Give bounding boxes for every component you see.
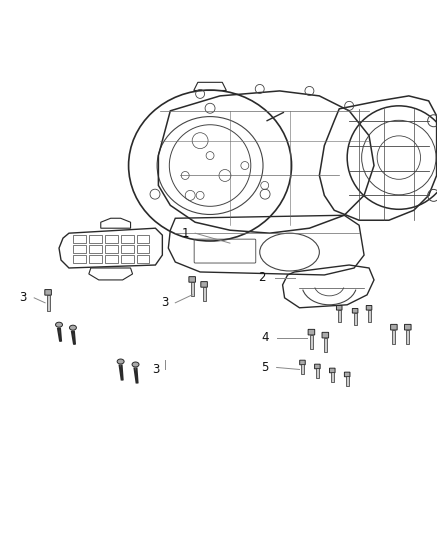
Bar [89, 235, 102, 243]
Bar [89, 245, 102, 253]
FancyBboxPatch shape [314, 364, 320, 369]
Text: 4: 4 [261, 331, 268, 344]
Ellipse shape [132, 362, 139, 367]
Bar [73, 235, 86, 243]
Bar [120, 235, 134, 243]
Bar [367, 310, 371, 322]
Bar [324, 337, 327, 352]
Bar [346, 376, 349, 386]
FancyBboxPatch shape [322, 333, 328, 338]
Ellipse shape [70, 325, 76, 330]
Bar [105, 245, 118, 253]
Bar [46, 295, 49, 311]
FancyBboxPatch shape [344, 372, 350, 377]
Bar [353, 313, 357, 325]
FancyBboxPatch shape [329, 368, 335, 373]
FancyBboxPatch shape [366, 305, 372, 310]
Bar [105, 255, 118, 263]
Text: 2: 2 [258, 271, 265, 285]
Bar [203, 287, 205, 301]
FancyBboxPatch shape [352, 309, 358, 313]
Bar [105, 235, 118, 243]
Bar [331, 373, 334, 382]
FancyBboxPatch shape [308, 329, 314, 335]
Text: 3: 3 [162, 296, 169, 309]
Bar [89, 255, 102, 263]
Bar [137, 255, 149, 263]
Text: 1: 1 [181, 227, 189, 240]
Bar [301, 365, 304, 375]
Text: 5: 5 [261, 361, 268, 374]
FancyBboxPatch shape [405, 325, 411, 330]
FancyBboxPatch shape [45, 289, 51, 295]
Bar [137, 245, 149, 253]
Text: 3: 3 [152, 363, 159, 376]
Bar [73, 255, 86, 263]
FancyBboxPatch shape [189, 277, 195, 282]
Text: 3: 3 [20, 292, 27, 304]
Bar [338, 310, 341, 322]
Bar [73, 245, 86, 253]
Ellipse shape [117, 359, 124, 364]
Bar [120, 245, 134, 253]
Bar [310, 335, 313, 349]
Bar [316, 368, 319, 378]
FancyBboxPatch shape [391, 325, 397, 330]
Bar [191, 282, 194, 296]
Bar [406, 330, 409, 344]
Bar [137, 235, 149, 243]
FancyBboxPatch shape [336, 305, 342, 310]
Bar [392, 330, 396, 344]
FancyBboxPatch shape [201, 281, 207, 287]
Bar [120, 255, 134, 263]
FancyBboxPatch shape [300, 360, 305, 365]
Ellipse shape [56, 322, 63, 327]
